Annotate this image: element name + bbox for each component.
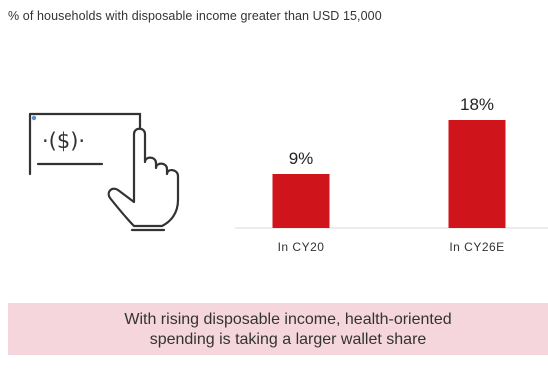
- category-label-1: In CY20: [278, 240, 325, 254]
- category-label-2: In CY26E: [449, 240, 504, 254]
- bar-value-label-1: 9%: [289, 149, 314, 168]
- callout-text: With rising disposable income, health-or…: [124, 311, 452, 348]
- bar-value-label-2: 18%: [460, 95, 494, 114]
- bar-2: [448, 120, 506, 228]
- bar-chart-svg: 9% In CY20 18% In CY26E: [235, 95, 548, 254]
- callout-box: With rising disposable income, health-or…: [8, 303, 548, 355]
- bill-symbol: ·($)·: [42, 129, 85, 153]
- bar-1: [272, 174, 330, 228]
- bar-chart: 9% In CY20 18% In CY26E: [215, 85, 548, 265]
- chart-subtitle: % of households with disposable income g…: [8, 9, 382, 23]
- dollar-bill-icon-graphic: ·($)·: [28, 112, 180, 232]
- hand-clicking-dollar-bill-icon: ·($)·: [22, 112, 192, 237]
